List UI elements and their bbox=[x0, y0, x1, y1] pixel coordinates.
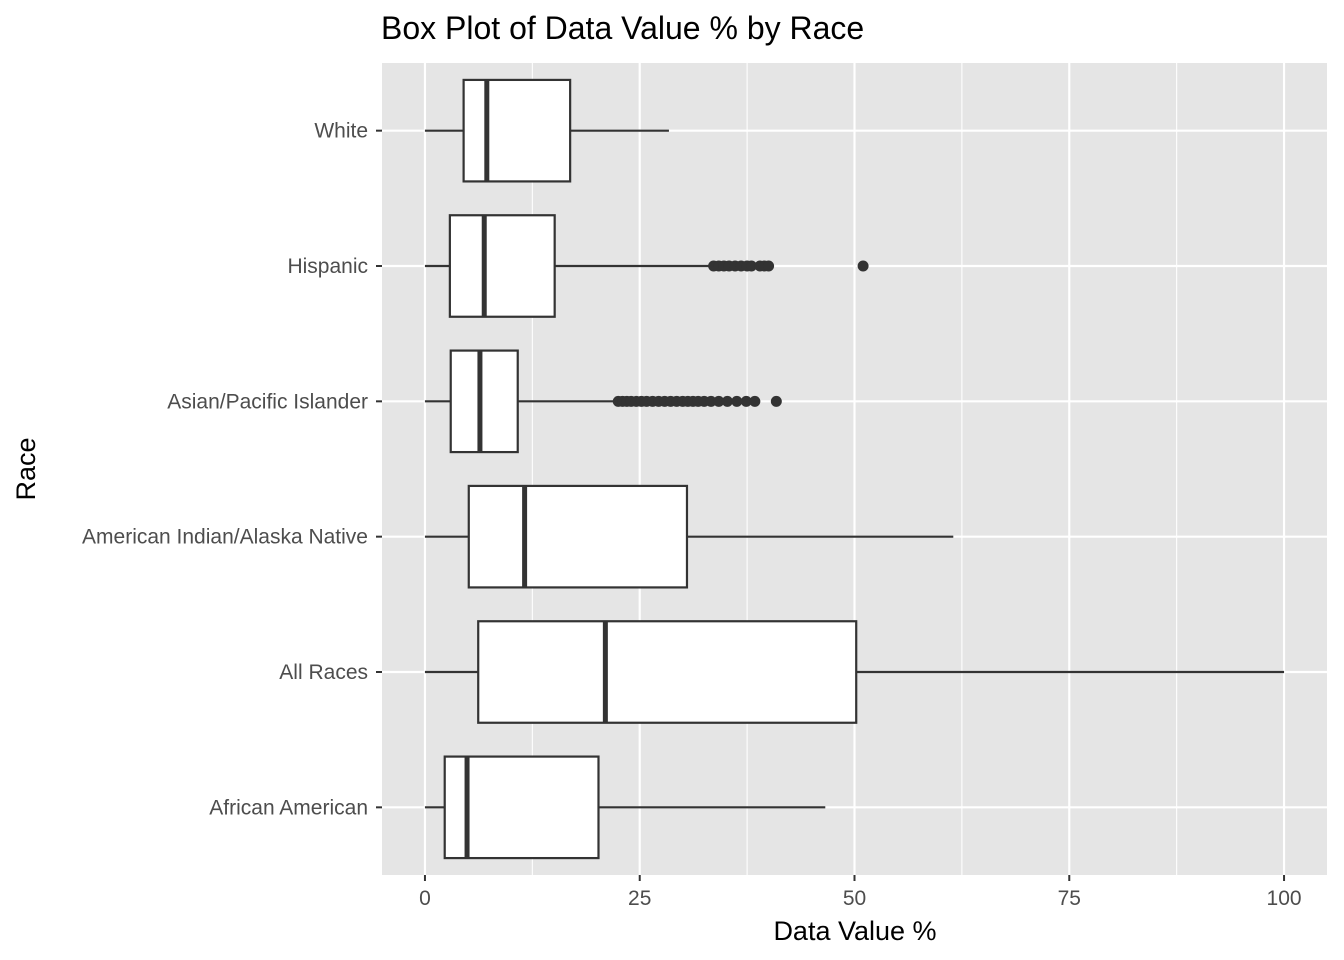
y-axis-title: Race bbox=[11, 437, 41, 500]
x-tick-label: 50 bbox=[843, 887, 866, 910]
box-hispanic bbox=[424, 214, 869, 318]
x-tick-label: 100 bbox=[1267, 887, 1302, 910]
chart-title: Box Plot of Data Value % by Race bbox=[381, 10, 864, 46]
y-tick-label: Hispanic bbox=[287, 255, 368, 278]
outlier-point bbox=[857, 260, 869, 272]
box-iqr bbox=[467, 484, 689, 589]
outlier-point bbox=[770, 395, 782, 407]
x-tick-label: 75 bbox=[1058, 887, 1081, 910]
outlier-point bbox=[749, 395, 761, 407]
outlier-point bbox=[713, 395, 725, 407]
outlier-point bbox=[705, 395, 717, 407]
box-white bbox=[424, 78, 669, 183]
outlier-point bbox=[731, 395, 743, 407]
x-axis-title: Data Value % bbox=[773, 916, 936, 946]
box-all-races bbox=[424, 620, 1285, 724]
box-african-american bbox=[424, 755, 826, 860]
boxes bbox=[424, 78, 1285, 860]
y-tick-label: African American bbox=[209, 796, 368, 819]
box-iqr bbox=[477, 620, 858, 724]
box-iqr bbox=[443, 755, 600, 860]
y-tick-label: All Races bbox=[279, 661, 368, 684]
outlier-point bbox=[721, 395, 733, 407]
x-tick-label: 0 bbox=[419, 887, 431, 910]
box-iqr bbox=[462, 78, 572, 183]
box-american-indian-alaska-native bbox=[424, 484, 954, 589]
outlier-point bbox=[745, 260, 757, 272]
box-iqr bbox=[448, 214, 556, 318]
outlier-point bbox=[740, 395, 752, 407]
box-asian-pacific-islander bbox=[424, 349, 782, 454]
outlier-point bbox=[763, 260, 775, 272]
y-tick-label: White bbox=[314, 120, 368, 143]
box-iqr bbox=[449, 349, 519, 454]
axes: 0 25 50 75 100 White Hispanic Asian/Pacific Isl… bbox=[82, 120, 1302, 910]
y-tick-label: American Indian/Alaska Native bbox=[82, 526, 368, 549]
y-tick-label: Asian/Pacific Islander bbox=[167, 390, 368, 413]
x-tick-label: 25 bbox=[628, 887, 651, 910]
